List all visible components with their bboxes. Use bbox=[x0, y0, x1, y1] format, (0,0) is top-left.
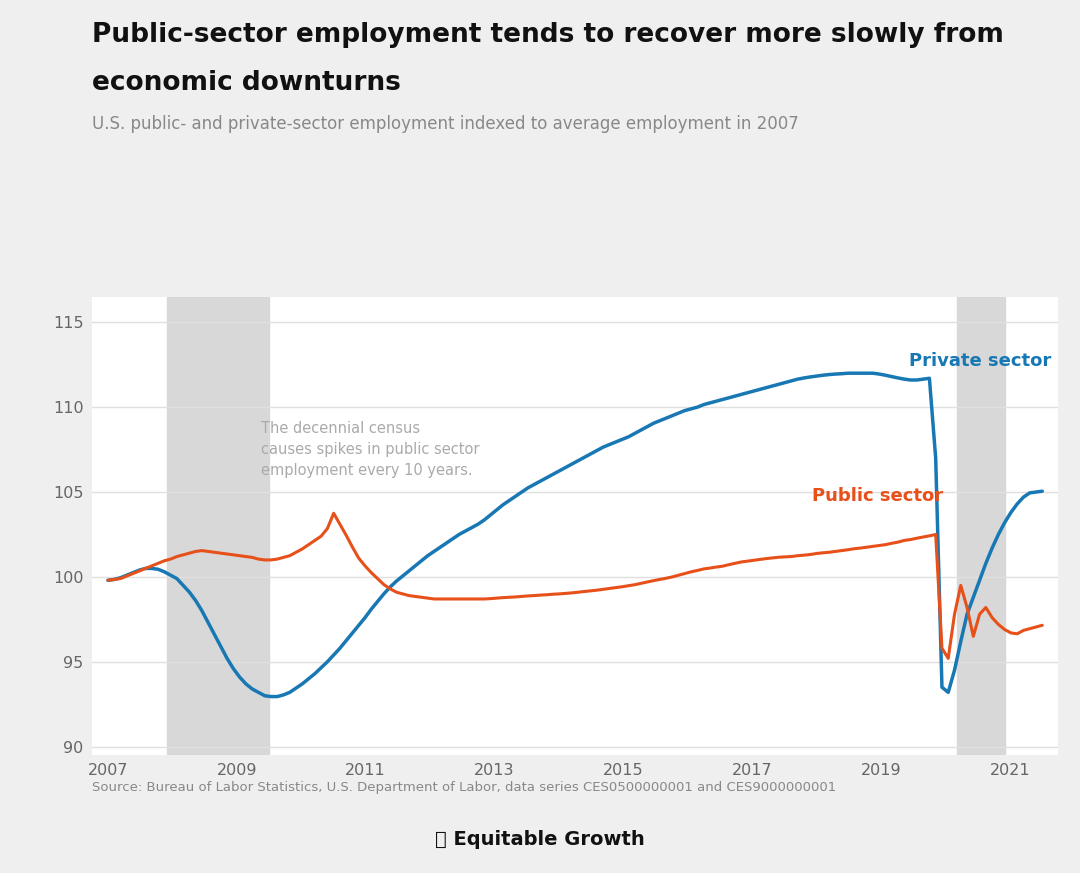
Bar bbox=[167, 297, 269, 755]
Bar bbox=[957, 297, 1004, 755]
Text: Private sector: Private sector bbox=[908, 352, 1051, 370]
Text: Source: Bureau of Labor Statistics, U.S. Department of Labor, data series CES050: Source: Bureau of Labor Statistics, U.S.… bbox=[92, 781, 836, 794]
Text: ⮌ Equitable Growth: ⮌ Equitable Growth bbox=[435, 829, 645, 849]
Text: Public-sector employment tends to recover more slowly from: Public-sector employment tends to recove… bbox=[92, 22, 1003, 48]
Text: economic downturns: economic downturns bbox=[92, 70, 401, 96]
Text: U.S. public- and private-sector employment indexed to average employment in 2007: U.S. public- and private-sector employme… bbox=[92, 115, 798, 134]
Text: Public sector: Public sector bbox=[812, 487, 943, 505]
Text: The decennial census
causes spikes in public sector
employment every 10 years.: The decennial census causes spikes in pu… bbox=[261, 421, 480, 478]
